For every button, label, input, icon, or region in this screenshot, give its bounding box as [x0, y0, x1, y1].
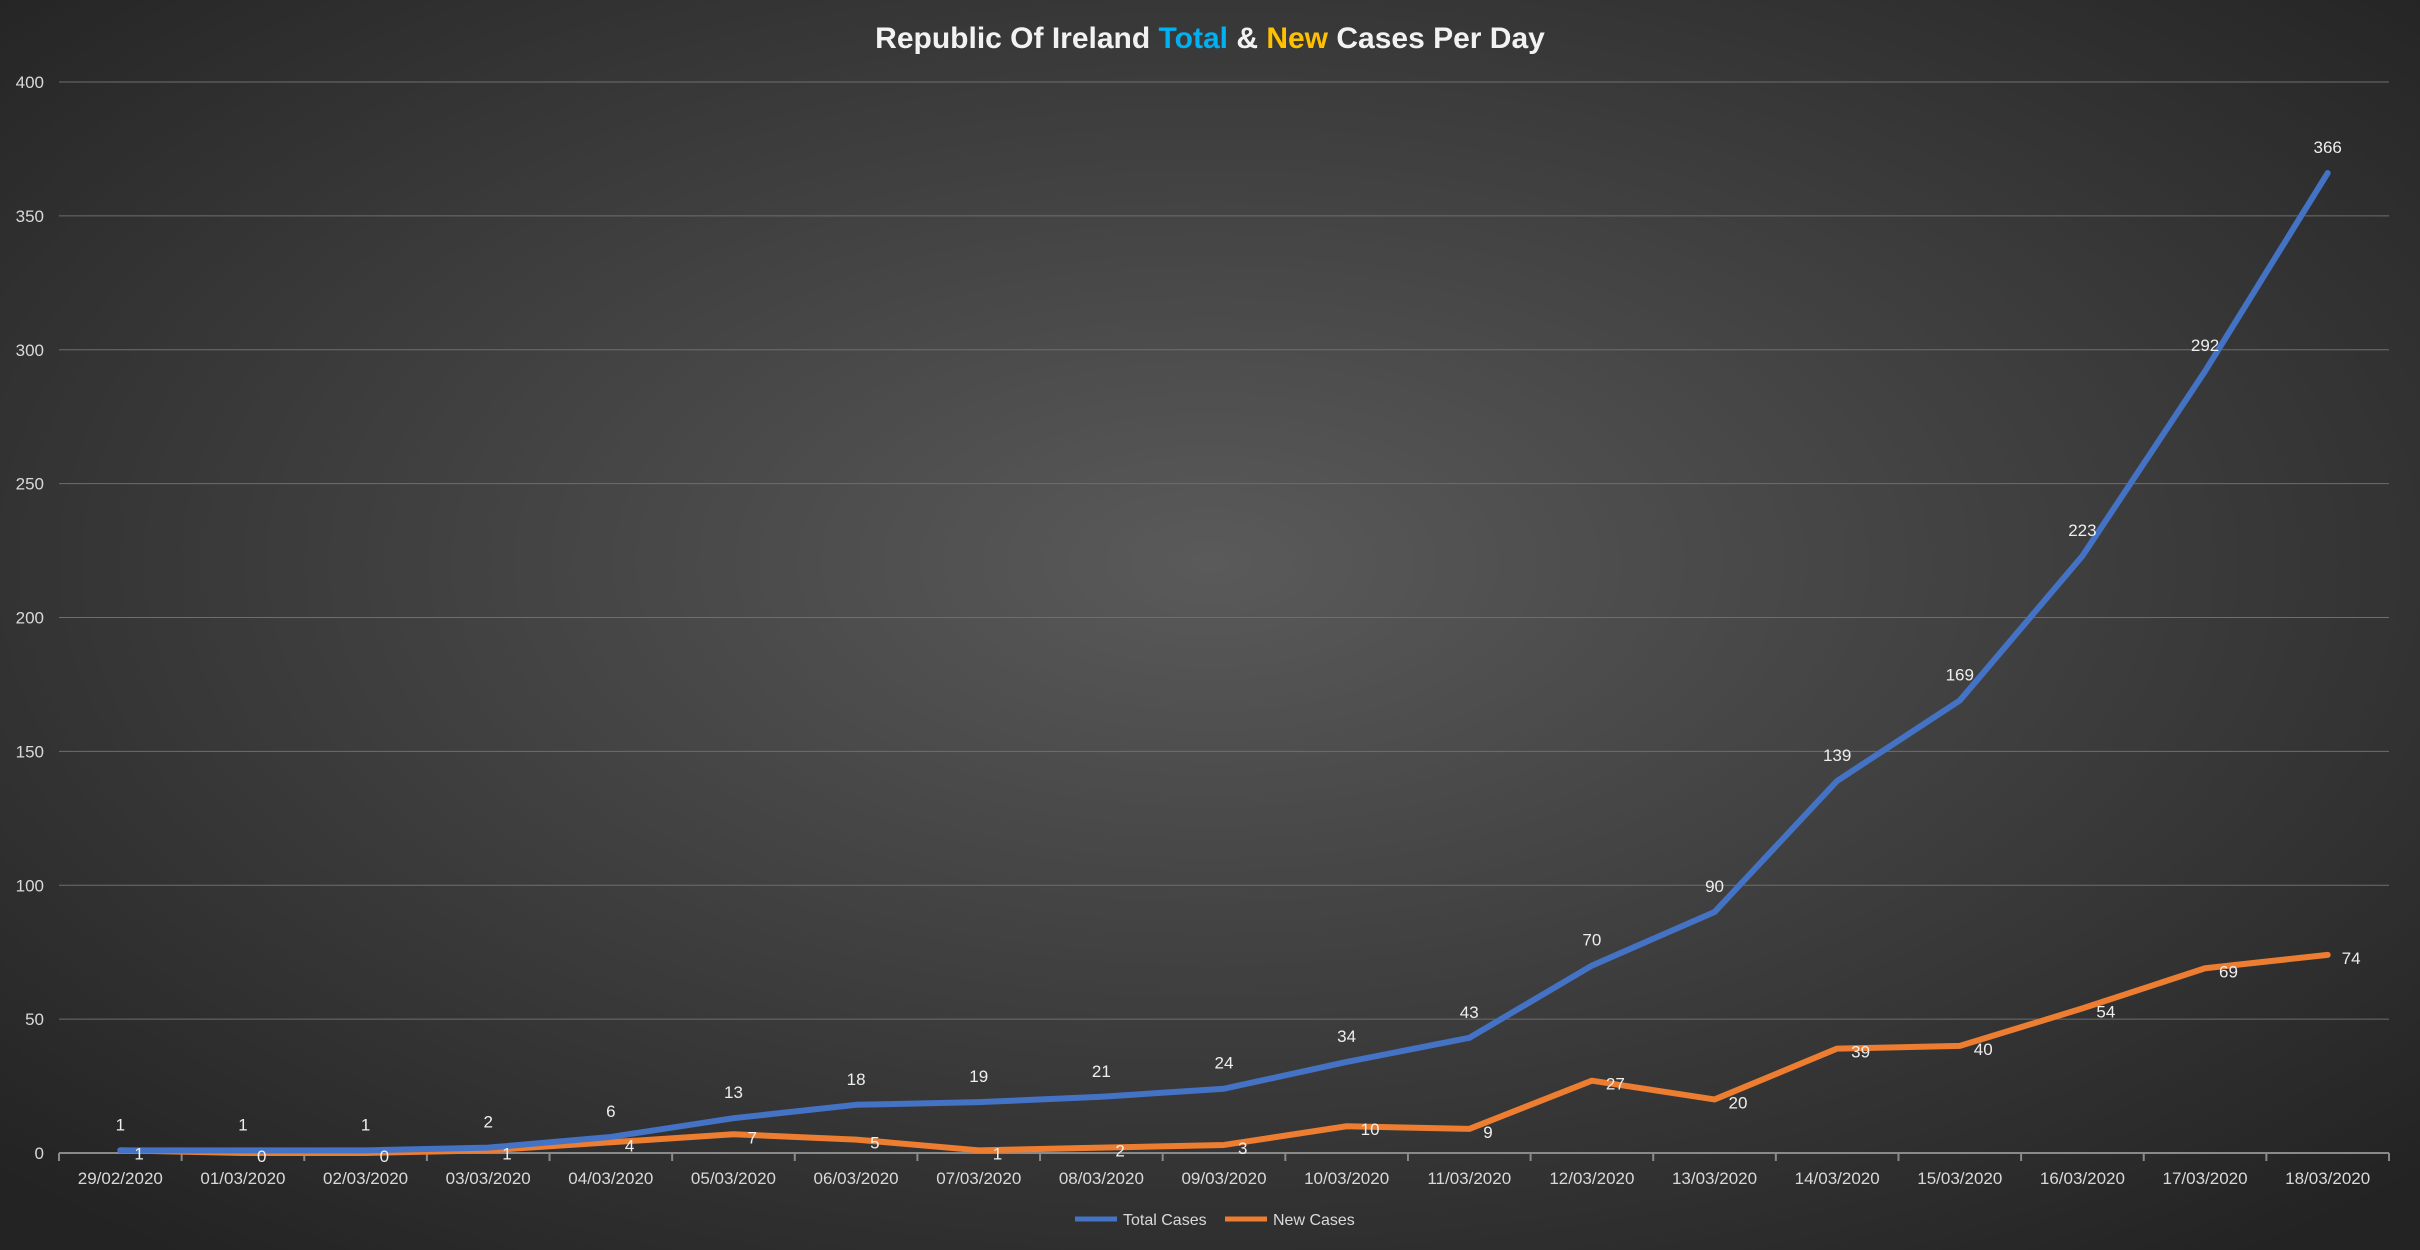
total-cases-data-label: 169	[1946, 666, 1974, 685]
new-cases-data-label: 1	[134, 1144, 143, 1163]
x-tick-label: 18/03/2020	[2285, 1169, 2370, 1188]
new-cases-data-label: 27	[1606, 1075, 1625, 1094]
new-cases-data-label: 39	[1851, 1043, 1870, 1062]
new-cases-data-label: 3	[1238, 1139, 1247, 1158]
new-cases-data-label: 54	[2096, 1002, 2115, 1021]
x-tick-label: 10/03/2020	[1304, 1169, 1389, 1188]
y-tick-label: 350	[16, 207, 44, 226]
series-lines	[117, 170, 2331, 1156]
y-tick-label: 50	[25, 1010, 44, 1029]
new-cases-data-label: 0	[380, 1147, 389, 1166]
x-tick-label: 07/03/2020	[936, 1169, 1021, 1188]
new-cases-data-label: 20	[1729, 1093, 1748, 1112]
total-cases-data-label: 6	[606, 1102, 615, 1121]
y-tick-label: 250	[16, 475, 44, 494]
total-cases-data-label: 1	[116, 1115, 125, 1134]
total-cases-data-label: 139	[1823, 746, 1851, 765]
new-cases-data-label: 1	[502, 1144, 511, 1163]
x-tick-label: 16/03/2020	[2040, 1169, 2125, 1188]
title-part-2: &	[1228, 22, 1266, 55]
gridlines	[59, 81, 2389, 1020]
x-tick-label: 13/03/2020	[1672, 1169, 1757, 1188]
new-cases-data-label: 10	[1361, 1120, 1380, 1139]
y-tick-label: 0	[35, 1144, 44, 1163]
total-cases-data-label: 366	[2313, 138, 2341, 157]
new-cases-data-label: 4	[625, 1136, 634, 1155]
total-cases-data-label: 1	[361, 1115, 370, 1134]
y-tick-label: 150	[16, 742, 44, 761]
y-tick-label: 200	[16, 609, 44, 628]
legend-label: New Cases	[1273, 1212, 1355, 1229]
new-cases-data-label: 40	[1974, 1040, 1993, 1059]
new-cases-data-label: 74	[2342, 949, 2361, 968]
y-axis: 0 50 100 150 200 250 300 350 400	[16, 73, 44, 1163]
title-part-0: Republic Of Ireland	[875, 22, 1158, 55]
x-tick-label: 02/03/2020	[323, 1169, 408, 1188]
total-cases-data-label: 18	[847, 1070, 866, 1089]
legend[interactable]: Total Cases New Cases	[1075, 1212, 1355, 1229]
total-cases-data-label: 34	[1337, 1027, 1356, 1046]
y-tick-label: 100	[16, 876, 44, 895]
x-tick-label: 04/03/2020	[568, 1169, 653, 1188]
new-cases-data-label: 7	[747, 1128, 756, 1147]
total-cases-data-label: 24	[1215, 1054, 1234, 1073]
y-tick-label: 400	[16, 73, 44, 92]
x-tick-label: 12/03/2020	[1549, 1169, 1634, 1188]
total-cases-data-label: 13	[724, 1083, 743, 1102]
x-tick-label: 01/03/2020	[200, 1169, 285, 1188]
title-part-3: New	[1266, 22, 1328, 55]
x-tick-label: 14/03/2020	[1795, 1169, 1880, 1188]
total-cases-data-label: 90	[1705, 877, 1724, 896]
title-part-1: Total	[1159, 22, 1228, 55]
total-cases-data-label: 19	[969, 1067, 988, 1086]
new-cases-data-label: 1	[993, 1144, 1002, 1163]
x-tick-label: 17/03/2020	[2163, 1169, 2248, 1188]
x-tick-label: 06/03/2020	[814, 1169, 899, 1188]
total-cases-data-label: 2	[483, 1113, 492, 1132]
new-cases-data-label: 69	[2219, 962, 2238, 981]
x-tick-label: 11/03/2020	[1427, 1169, 1511, 1188]
total-cases-data-label: 43	[1460, 1003, 1479, 1022]
new-cases-data-label: 0	[257, 1147, 266, 1166]
x-tick-label: 08/03/2020	[1059, 1169, 1144, 1188]
total-cases-data-label: 292	[2191, 336, 2219, 355]
x-tick-label: 09/03/2020	[1181, 1169, 1266, 1188]
x-tick-label: 03/03/2020	[446, 1169, 531, 1188]
new-cases-data-label: 2	[1115, 1142, 1124, 1161]
x-tick-label: 29/02/2020	[78, 1169, 163, 1188]
new-cases-data-label: 5	[870, 1134, 879, 1153]
x-tick-label: 15/03/2020	[1917, 1169, 2002, 1188]
title-part-4: Cases Per Day	[1328, 22, 1545, 55]
total-cases-data-label: 1	[238, 1115, 247, 1134]
series-line-total-cases	[117, 170, 2331, 1154]
total-cases-data-label: 70	[1582, 931, 1601, 950]
legend-label: Total Cases	[1123, 1212, 1207, 1229]
total-cases-data-label: 21	[1092, 1062, 1111, 1081]
y-tick-label: 300	[16, 341, 44, 360]
x-tick-label: 05/03/2020	[691, 1169, 776, 1188]
total-cases-data-label: 223	[2068, 521, 2096, 540]
new-cases-data-label: 9	[1483, 1123, 1492, 1142]
chart-title: Republic Of Ireland Total & New Cases Pe…	[875, 22, 1545, 55]
